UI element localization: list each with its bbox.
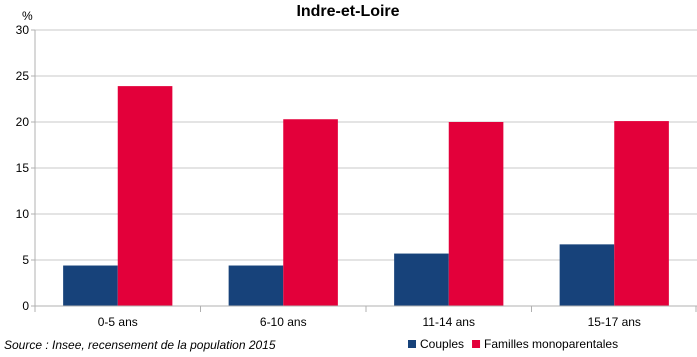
y-tick-label: 10 [16, 207, 30, 221]
x-tick-label: 0-5 ans [98, 315, 138, 329]
x-tick-label: 11-14 ans [423, 315, 475, 329]
x-tick-label: 6-10 ans [260, 315, 307, 329]
legend-label: Familles monoparentales [484, 337, 618, 351]
bar-familles-monoparentales [117, 86, 173, 307]
bars [63, 86, 669, 307]
chart-title: Indre-et-Loire [296, 3, 399, 20]
legend-label: Couples [420, 337, 464, 351]
y-axis-unit-label: % [22, 9, 33, 23]
bar-couples [63, 265, 118, 306]
legend-swatch [472, 340, 481, 348]
bar-couples [228, 265, 284, 306]
x-tick-label: 15-17 ans [588, 315, 641, 329]
bar-familles-monoparentales [448, 122, 504, 306]
source-note: Source : Insee, recensement de la popula… [4, 338, 276, 352]
legend: Couples Familles monoparentales [408, 337, 618, 351]
bar-couples [559, 244, 615, 306]
axes [34, 30, 697, 312]
bar-couples [394, 253, 449, 306]
x-axis-labels: 0-5 ans 6-10 ans 11-14 ans 15-17 ans [98, 315, 641, 329]
y-tick-label: 30 [16, 23, 30, 37]
bar-familles-monoparentales [283, 119, 338, 307]
y-tick-label: 5 [22, 253, 29, 267]
y-tick-label: 20 [16, 115, 30, 129]
legend-swatch [408, 340, 416, 348]
bar-familles-monoparentales [614, 121, 669, 306]
y-tick-label: 25 [16, 69, 30, 83]
y-tick-label: 15 [16, 161, 30, 175]
y-tick-label: 0 [22, 299, 29, 313]
y-axis-ticks: 0 5 10 15 20 25 30 [16, 23, 35, 313]
